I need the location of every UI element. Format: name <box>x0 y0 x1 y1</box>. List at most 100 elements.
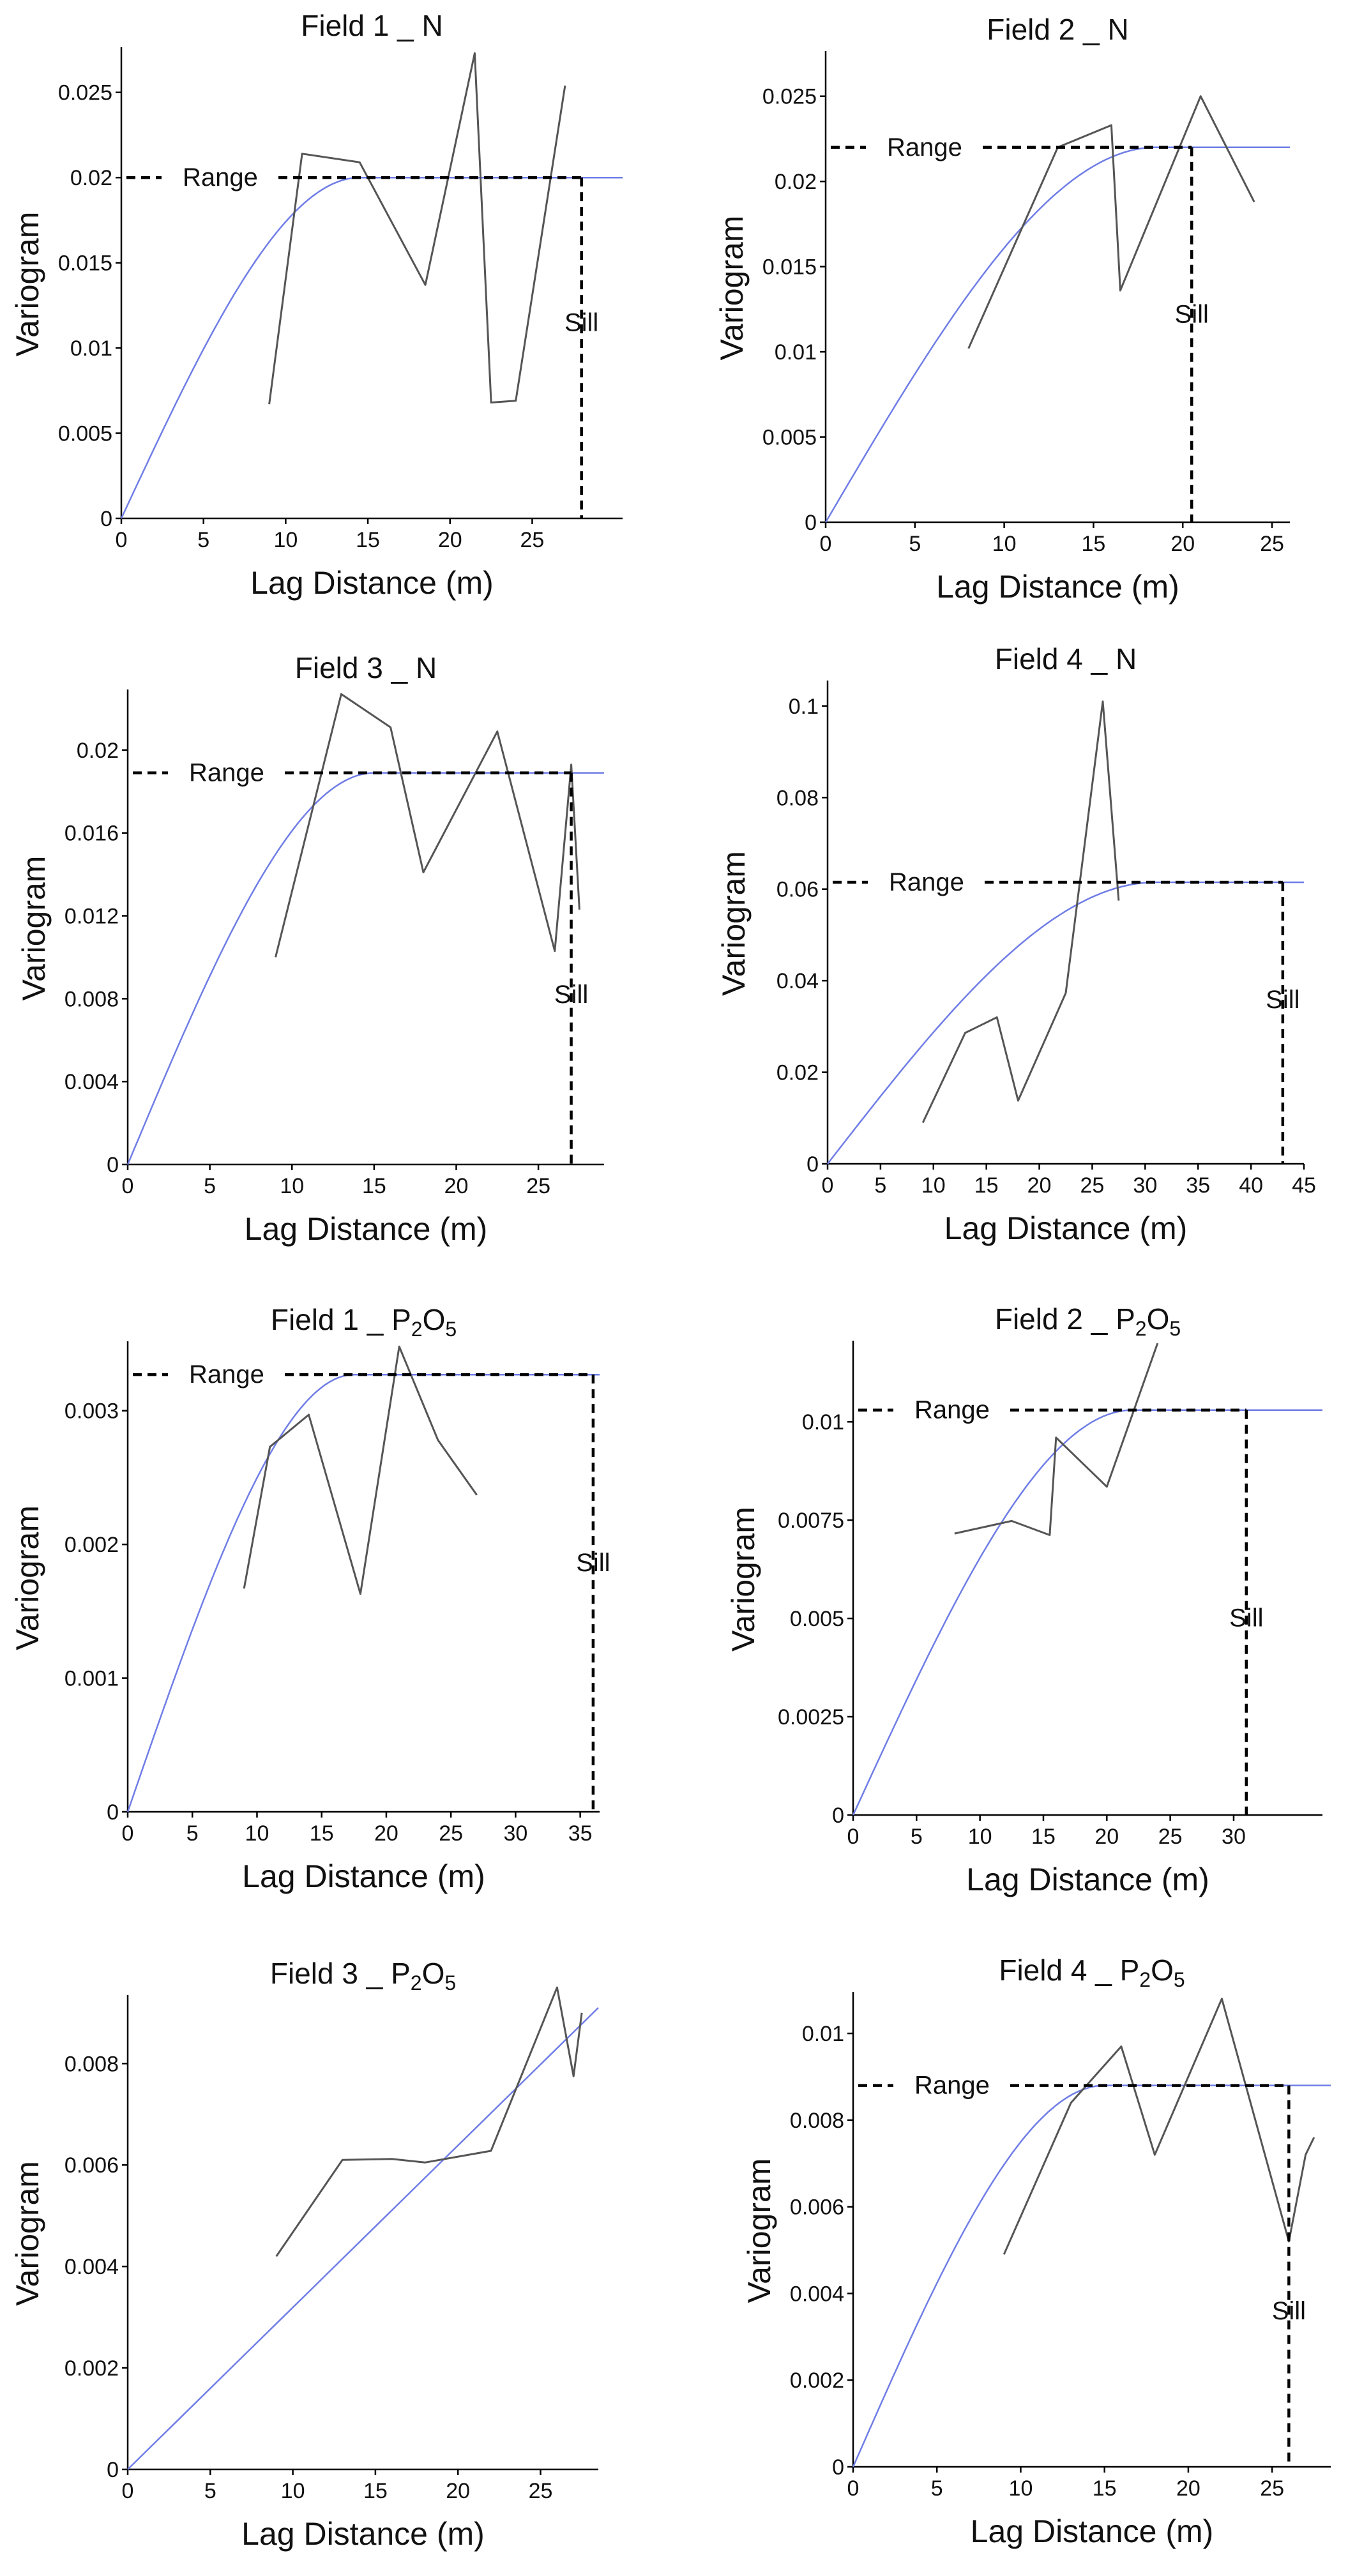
sill-label: Sill <box>1229 1604 1263 1632</box>
empirical-variogram-line <box>268 52 566 405</box>
y-tick-label: 0 <box>832 1804 844 1828</box>
y-tick-label: 0 <box>100 507 112 531</box>
model-curve <box>120 176 623 519</box>
x-tick-label: 15 <box>1082 532 1106 556</box>
x-tick-label: 0 <box>122 1821 134 1846</box>
y-axis-label: Variogram <box>725 1507 761 1652</box>
y-tick-label: 0.0075 <box>778 1509 844 1533</box>
y-tick-label: 0.025 <box>762 85 817 109</box>
y-tick-label: 0.005 <box>790 1607 844 1631</box>
y-axis-label: Variogram <box>16 856 52 1001</box>
x-tick-label: 5 <box>931 2476 943 2501</box>
x-tick-label: 25 <box>520 528 545 552</box>
y-tick-label: 0.004 <box>790 2282 844 2306</box>
y-axis-label: Variogram <box>716 851 752 996</box>
x-tick-label: 20 <box>444 1174 469 1198</box>
empirical-variogram-line <box>1003 1998 1315 2255</box>
range-label: Range <box>183 163 258 192</box>
y-axis-label: Variogram <box>10 2161 45 2306</box>
empirical-variogram-line <box>243 1345 478 1595</box>
x-axis-label: Lag Distance (m) <box>250 565 494 601</box>
model-line <box>127 2007 599 2470</box>
y-axis-label: Variogram <box>10 1505 45 1650</box>
empirical-variogram-line <box>275 693 580 958</box>
y-axis-label: Variogram <box>714 216 750 361</box>
y-tick-label: 0.008 <box>64 987 119 1011</box>
x-tick-label: 20 <box>438 528 462 552</box>
y-tick-label: 0.01 <box>802 1410 844 1435</box>
x-tick-label: 30 <box>503 1821 527 1846</box>
chart-title: Field 3 _ N <box>295 651 437 684</box>
x-tick-label: 20 <box>1170 532 1195 556</box>
x-tick-label: 0 <box>116 528 128 552</box>
x-axis-label: Lag Distance (m) <box>944 1210 1188 1246</box>
y-axis-label: Variogram <box>10 212 45 357</box>
x-tick-label: 35 <box>1186 1173 1210 1198</box>
x-tick-label: 15 <box>310 1821 334 1846</box>
y-tick-label: 0.002 <box>64 2356 119 2381</box>
model-curve <box>852 2084 1331 2467</box>
range-label: Range <box>887 133 962 162</box>
model-curve <box>126 1373 600 1812</box>
y-tick-label: 0.015 <box>762 255 817 280</box>
sill-label: Sill <box>1175 301 1209 329</box>
panel-field4-n: Field 4 _ N 0 5 10 15 20 25 30 35 40 45 0 0.02 0.04 0.… <box>716 642 1316 1246</box>
x-tick-label: 10 <box>245 1821 269 1846</box>
x-tick-label: 20 <box>446 2479 470 2503</box>
y-tick-label: 0.02 <box>77 739 119 763</box>
y-tick-label: 0.08 <box>776 786 819 810</box>
chart-title: Field 2 _ N <box>987 13 1128 46</box>
x-axis-label: Lag Distance (m) <box>245 1211 488 1247</box>
x-tick-label: 0 <box>820 532 832 556</box>
chart-title: Field 1 _ P2O5 <box>271 1303 457 1341</box>
y-tick-label: 0.06 <box>776 878 819 902</box>
x-axis-label: Lag Distance (m) <box>241 2516 485 2552</box>
y-tick-label: 0.02 <box>775 170 817 194</box>
y-tick-label: 0.004 <box>64 1070 119 1094</box>
sill-label: Sill <box>576 1549 610 1577</box>
y-tick-label: 0.0025 <box>778 1705 844 1729</box>
y-tick-label: 0.012 <box>64 905 119 929</box>
panel-field2-p2o5: Field 2 _ P2O5 0 5 10 15 20 25 30 0 0.0025 0.005 0.… <box>725 1302 1322 1897</box>
y-axis-label: Variogram <box>741 2158 777 2303</box>
y-tick-label: 0.006 <box>790 2196 844 2220</box>
x-tick-label: 5 <box>204 2479 216 2503</box>
x-tick-label: 30 <box>1222 1825 1246 1849</box>
x-tick-label: 0 <box>122 1174 134 1198</box>
x-tick-label: 15 <box>1031 1825 1056 1849</box>
model-curve <box>824 146 1290 523</box>
model-curve <box>852 1409 1322 1816</box>
y-tick-label: 0.02 <box>776 1061 819 1085</box>
x-tick-label: 10 <box>280 1174 304 1198</box>
x-tick-label: 25 <box>1080 1173 1105 1198</box>
x-axis-label: Lag Distance (m) <box>242 1858 485 1894</box>
y-tick-label: 0.015 <box>58 252 112 276</box>
x-tick-label: 10 <box>273 528 298 552</box>
empirical-variogram-line <box>275 1986 583 2257</box>
x-tick-label: 25 <box>526 1174 550 1198</box>
y-tick-label: 0.025 <box>58 81 112 105</box>
y-tick-label: 0.002 <box>64 1533 119 1557</box>
y-tick-label: 0.005 <box>58 422 112 446</box>
y-tick-label: 0.04 <box>776 969 819 993</box>
y-tick-label: 0.01 <box>775 340 817 365</box>
x-tick-label: 25 <box>439 1821 463 1846</box>
x-tick-label: 15 <box>1093 2476 1117 2501</box>
panel-field1-p2o5: Field 1 _ P2O5 0 5 10 15 20 25 30 35 0 0.001 0.002 0… <box>10 1303 610 1894</box>
y-tick-label: 0.008 <box>64 2052 119 2076</box>
range-label: Range <box>889 868 964 896</box>
x-tick-label: 20 <box>374 1821 398 1846</box>
range-label: Range <box>914 1396 990 1424</box>
y-tick-label: 0.01 <box>70 336 112 361</box>
x-tick-label: 20 <box>1094 1825 1119 1849</box>
empirical-variogram-line <box>921 700 1120 1124</box>
x-tick-label: 15 <box>363 2479 388 2503</box>
x-tick-label: 0 <box>847 1825 860 1849</box>
y-tick-label: 0.002 <box>790 2369 844 2393</box>
chart-title: Field 4 _ N <box>995 642 1137 675</box>
x-tick-label: 0 <box>122 2479 134 2503</box>
model-curve <box>827 881 1304 1164</box>
x-tick-label: 0 <box>822 1173 834 1198</box>
x-tick-label: 15 <box>974 1173 999 1198</box>
